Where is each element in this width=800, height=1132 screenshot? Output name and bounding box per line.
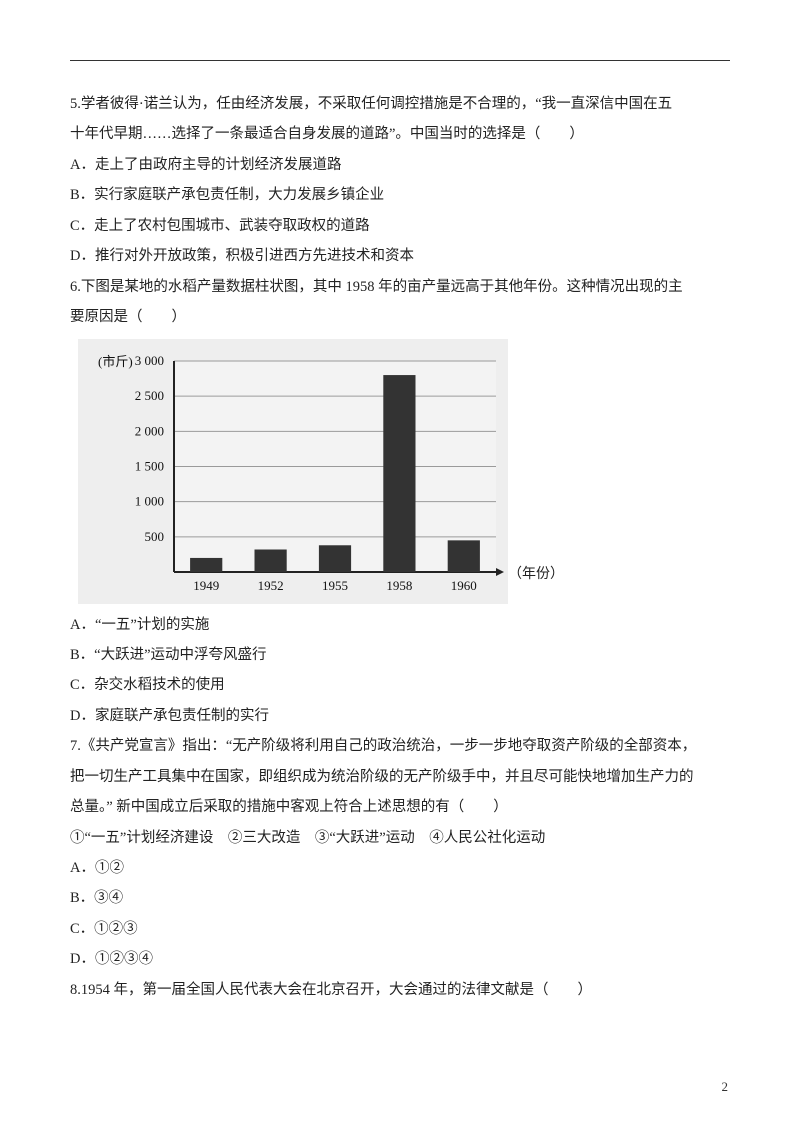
q6-option-d: D．家庭联产承包责任制的实行 xyxy=(70,701,730,731)
question-8: 8.1954 年，第一届全国人民代表大会在北京召开，大会通过的法律文献是（ ） xyxy=(70,975,730,1005)
q7-option-d: D．①②③④ xyxy=(70,944,730,974)
rice-yield-chart: 500 1 000 1 500 2 000 2 500 3 000(市斤) 1949 1952… xyxy=(78,339,508,604)
q5-option-b: B．实行家庭联产承包责任制，大力发展乡镇企业 xyxy=(70,180,730,210)
svg-text:1952: 1952 xyxy=(258,578,284,593)
q7-option-b: B．③④ xyxy=(70,883,730,913)
svg-text:1 500: 1 500 xyxy=(135,458,164,473)
question-6: 6.下图是某地的水稻产量数据柱状图，其中 1958 年的亩产量远高于其他年份。这… xyxy=(70,272,730,732)
q6-option-c: C．杂交水稻技术的使用 xyxy=(70,670,730,700)
svg-text:(市斤): (市斤) xyxy=(98,354,133,369)
q6-stem-line1: 6.下图是某地的水稻产量数据柱状图，其中 1958 年的亩产量远高于其他年份。这… xyxy=(70,272,730,302)
q5-option-c: C．走上了农村包围城市、武装夺取政权的道路 xyxy=(70,211,730,241)
q7-stem-line1: 7.《共产党宣言》指出：“无产阶级将利用自己的政治统治，一步一步地夺取资产阶级的… xyxy=(70,731,730,761)
svg-text:1 000: 1 000 xyxy=(135,493,164,508)
q5-stem-line2: 十年代早期……选择了一条最适合自身发展的道路”。中国当时的选择是（ ） xyxy=(70,119,730,149)
rice-yield-chart-svg: 500 1 000 1 500 2 000 2 500 3 000(市斤) 1949 1952… xyxy=(78,339,508,604)
q7-option-a: A．①② xyxy=(70,853,730,883)
svg-text:1958: 1958 xyxy=(386,578,412,593)
page-number: 2 xyxy=(722,1073,729,1100)
q5-option-d: D．推行对外开放政策，积极引进西方先进技术和资本 xyxy=(70,241,730,271)
svg-text:1960: 1960 xyxy=(451,578,477,593)
q5-option-a: A．走上了由政府主导的计划经济发展道路 xyxy=(70,150,730,180)
svg-text:3 000: 3 000 xyxy=(135,353,164,368)
page: 5.学者彼得·诺兰认为，任由经济发展，不采取任何调控措施是不合理的，“我一直深信… xyxy=(0,0,800,1132)
q7-stem-line3: 总量。” 新中国成立后采取的措施中客观上符合上述思想的有（ ） xyxy=(70,792,730,822)
q6-option-b: B．“大跃进”运动中浮夸风盛行 xyxy=(70,640,730,670)
top-rule xyxy=(70,60,730,61)
question-7: 7.《共产党宣言》指出：“无产阶级将利用自己的政治统治，一步一步地夺取资产阶级的… xyxy=(70,731,730,975)
question-5: 5.学者彼得·诺兰认为，任由经济发展，不采取任何调控措施是不合理的，“我一直深信… xyxy=(70,89,730,272)
svg-text:2 500: 2 500 xyxy=(135,388,164,403)
svg-text:1955: 1955 xyxy=(322,578,348,593)
chart-x-label: （年份） xyxy=(508,560,564,589)
q6-option-a: A．“一五”计划的实施 xyxy=(70,610,730,640)
q7-option-c: C．①②③ xyxy=(70,914,730,944)
svg-text:500: 500 xyxy=(145,528,165,543)
q5-stem-line1: 5.学者彼得·诺兰认为，任由经济发展，不采取任何调控措施是不合理的，“我一直深信… xyxy=(70,89,730,119)
q7-stem-line2: 把一切生产工具集中在国家，即组织成为统治阶级的无产阶级手中，并且尽可能快地增加生… xyxy=(70,762,730,792)
q7-choices-line: ①“一五”计划经济建设 ②三大改造 ③“大跃进”运动 ④人民公社化运动 xyxy=(70,823,730,853)
q6-stem-line2: 要原因是（ ） xyxy=(70,302,730,332)
q8-stem: 8.1954 年，第一届全国人民代表大会在北京召开，大会通过的法律文献是（ ） xyxy=(70,975,730,1005)
svg-text:1949: 1949 xyxy=(193,578,219,593)
svg-text:2 000: 2 000 xyxy=(135,423,164,438)
